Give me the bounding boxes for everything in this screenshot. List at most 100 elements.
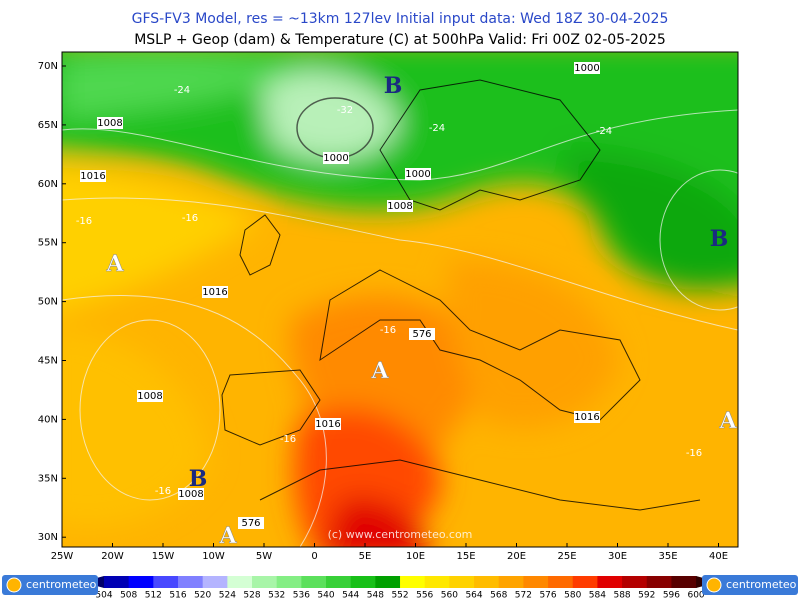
colorbar-box: [301, 576, 327, 588]
isobar-label-bg: [574, 62, 600, 74]
colorbar-label: 544: [342, 591, 359, 601]
colorbar-box: [227, 576, 253, 588]
colorbar-box: [104, 576, 130, 588]
colorbar-box: [671, 576, 697, 588]
temperature-label: -24: [429, 123, 445, 134]
colorbar-label: 512: [145, 591, 162, 601]
axes: 70N 65N 60N 55N 50N 45N 40N 35N 30N 25W 20W 15W 10W 5…: [38, 61, 728, 562]
colorbar-label: 524: [219, 591, 236, 601]
colorbar-label: 504: [95, 591, 112, 601]
colorbar-label: 600: [687, 591, 704, 601]
watermark: (c) www.centrometeo.com: [328, 528, 473, 541]
isobar-label: 1008: [387, 201, 412, 212]
pressure-center: B: [710, 226, 729, 252]
lon-label: 10W: [202, 551, 225, 562]
pressure-center: A: [718, 408, 737, 434]
isobar-label-bg: [315, 418, 341, 430]
colorbar-label: 552: [391, 591, 408, 601]
colorbar-label: 596: [663, 591, 680, 601]
lat-label: 55N: [38, 238, 58, 249]
lat-label: 50N: [38, 297, 58, 308]
temperature-label: -16: [76, 216, 92, 227]
lon-label: 20W: [101, 551, 124, 562]
lon-label: 5E: [359, 551, 372, 562]
isobar-label-bg: [387, 200, 413, 212]
colorbar-label: 580: [564, 591, 581, 601]
isobar-label-bg: [323, 152, 349, 164]
colorbar-label: 572: [515, 591, 532, 601]
colorbar-label: 516: [169, 591, 186, 601]
colorbar-label: 568: [490, 591, 507, 601]
colorbar-box: [548, 576, 574, 588]
isobar-label: 1008: [178, 489, 203, 500]
lat-label: 45N: [38, 356, 58, 367]
colorbar-box: [498, 576, 524, 588]
map-frame: [61, 51, 739, 548]
lat-label: 40N: [38, 414, 58, 425]
colorbar-label: 520: [194, 591, 211, 601]
isobar-label-bg: [238, 517, 264, 529]
logo-text: centrometeo: [726, 578, 797, 591]
isobar-label-bg: [137, 390, 163, 402]
colorbar-box: [523, 576, 549, 588]
lon-label: 10E: [406, 551, 425, 562]
colorbar-box: [597, 576, 623, 588]
pressure-center: A: [218, 523, 237, 549]
colorbar-label: 592: [638, 591, 655, 601]
lon-label: 5W: [256, 551, 272, 562]
colorbar-label: 532: [268, 591, 285, 601]
map: B B B A A A A 1008 1016 1000 1000 1008 1000 1016 1008 1…: [62, 52, 738, 549]
isobar-label: 1000: [574, 63, 599, 74]
colorbar: 504 508 512 516 520 524 528 532 536 540 544 548 552 5…: [82, 576, 719, 601]
colorbar-box: [375, 576, 401, 588]
lon-label: 15W: [152, 551, 175, 562]
colorbar-label: 588: [613, 591, 630, 601]
colorbar-box: [276, 576, 302, 588]
lon-label: 40E: [709, 551, 728, 562]
temperature-label: -32: [337, 105, 353, 116]
isobar-label: 1016: [315, 419, 340, 430]
temperature-label: -16: [280, 434, 296, 445]
isobar-label: 1016: [80, 171, 105, 182]
subtitle: MSLP + Geop (dam) & Temperature (C) at 5…: [134, 32, 666, 48]
isobar-label: 1008: [137, 391, 162, 402]
isobar-label: 576: [241, 518, 260, 529]
logo-right: centrometeo: [702, 575, 798, 595]
colorbar-box: [350, 576, 376, 588]
isobar-label-bg: [409, 328, 435, 340]
colorbar-label: 560: [441, 591, 458, 601]
lat-label: 35N: [38, 473, 58, 484]
lon-label: 30E: [608, 551, 627, 562]
colorbar-box: [646, 576, 672, 588]
lon-label: 25E: [557, 551, 576, 562]
pressure-center: A: [370, 358, 389, 384]
colorbar-label: 584: [589, 591, 606, 601]
colorbar-box: [474, 576, 500, 588]
lat-label: 70N: [38, 61, 58, 72]
lat-label: 65N: [38, 120, 58, 131]
colorbar-box: [449, 576, 475, 588]
isobar-label: 1008: [97, 118, 122, 129]
isobar-label-bg: [97, 117, 123, 129]
colorbar-label: 556: [416, 591, 433, 601]
temperature-label: -16: [686, 448, 702, 459]
colorbar-box: [178, 576, 204, 588]
temperature-label: -24: [596, 126, 612, 137]
colorbar-box: [202, 576, 228, 588]
isobar-label: 1016: [574, 412, 599, 423]
pressure-center: A: [105, 251, 124, 277]
title: GFS-FV3 Model, res = ~13km 127lev Initia…: [132, 11, 669, 27]
temperature-label: -16: [380, 325, 396, 336]
colorbar-box: [400, 576, 426, 588]
isobar-label-bg: [202, 286, 228, 298]
colorbar-box: [326, 576, 352, 588]
lon-label: 20E: [507, 551, 526, 562]
isobar-label-bg: [405, 168, 431, 180]
colorbar-label: 536: [293, 591, 310, 601]
isobar-label-bg: [574, 411, 600, 423]
logo-text: centrometeo: [26, 578, 97, 591]
colorbar-label: 528: [243, 591, 260, 601]
map-labels: B B B A A A A 1008 1016 1000 1000 1008 1000 1016 1008 1…: [76, 62, 738, 549]
colorbar-box: [572, 576, 598, 588]
colorbar-box: [153, 576, 179, 588]
